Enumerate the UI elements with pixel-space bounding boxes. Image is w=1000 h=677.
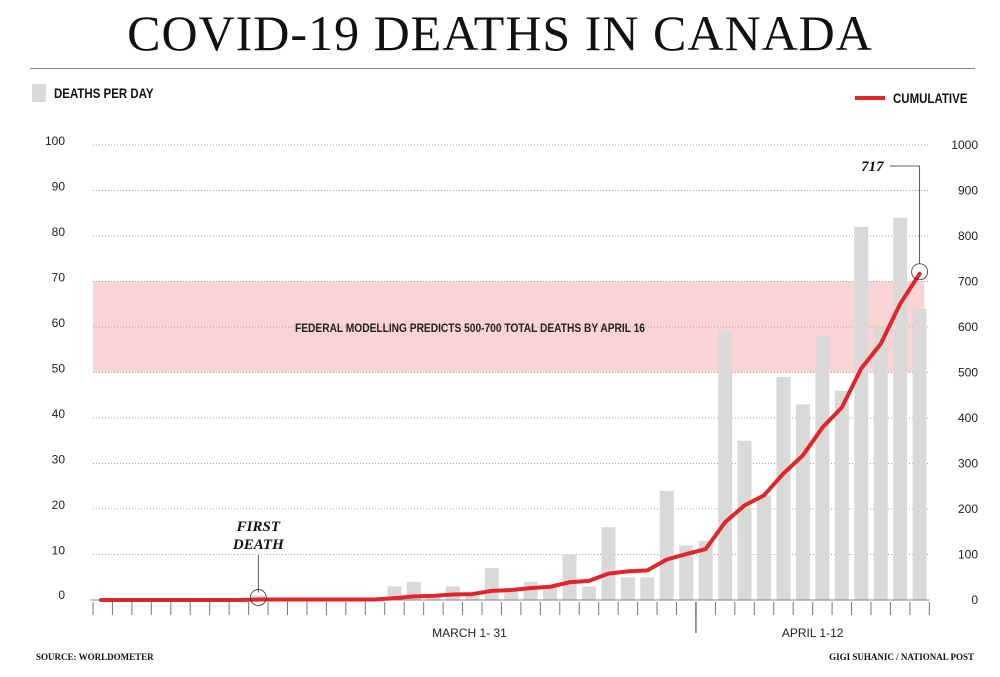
cumulative-line <box>99 271 922 602</box>
prediction-band-label: FEDERAL MODELLING PREDICTS 500-700 TOTAL… <box>295 322 645 335</box>
y-right-tick-label: 700 <box>958 275 978 289</box>
y-right-tick-label: 300 <box>958 457 978 471</box>
bar-deaths-per-day <box>465 595 480 600</box>
first-death-label: DEATH <box>232 537 285 553</box>
legend-bar-swatch <box>32 84 46 102</box>
bar-deaths-per-day <box>873 327 888 600</box>
y-right-tick-label: 200 <box>958 502 978 516</box>
bar-deaths-per-day <box>562 554 577 600</box>
bar-deaths-per-day <box>854 226 869 600</box>
bar-deaths-per-day <box>504 590 519 600</box>
y-left-tick-label: 30 <box>52 453 66 467</box>
y-right-tick-label: 1000 <box>951 138 978 152</box>
y-left-tick-label: 90 <box>52 180 66 194</box>
y-left-tick-label: 0 <box>58 588 65 602</box>
y-left-tick-label: 60 <box>52 316 66 330</box>
bar-deaths-per-day <box>523 581 538 600</box>
legend-deaths-per-day: DEATHS PER DAY <box>32 84 175 102</box>
bar-deaths-per-day <box>620 577 635 600</box>
title-divider <box>30 68 975 69</box>
bar-deaths-per-day <box>795 404 810 600</box>
y-right-tick-label: 400 <box>958 411 978 425</box>
y-left-tick-label: 40 <box>52 407 66 421</box>
legend-cumulative: CUMULATIVE <box>855 90 984 106</box>
bar-deaths-per-day <box>757 495 772 600</box>
y-right-tick-label: 100 <box>958 548 978 562</box>
bar-deaths-per-day <box>543 586 558 600</box>
bar-deaths-per-day <box>679 545 694 600</box>
y-right-tick-label: 500 <box>958 366 978 380</box>
x-group-label: MARCH 1- 31 <box>432 626 507 640</box>
x-group-label: APRIL 1-12 <box>782 626 844 640</box>
latest-total-label: 717 <box>861 159 884 175</box>
latest-total-leader-line <box>889 165 921 264</box>
bar-deaths-per-day <box>834 390 849 600</box>
credit-note: GIGI SUHANIC / NATIONAL POST <box>829 652 974 662</box>
legend-line-swatch <box>855 96 885 100</box>
bar-deaths-per-day <box>776 377 791 600</box>
source-note: SOURCE: WORLDOMETER <box>36 652 154 662</box>
bar-deaths-per-day <box>659 490 674 600</box>
y-right-tick-label: 600 <box>958 320 978 334</box>
bar-deaths-per-day <box>640 577 655 600</box>
bar-deaths-per-day <box>737 440 752 600</box>
bar-deaths-per-day <box>581 586 596 600</box>
y-left-tick-label: 20 <box>52 498 66 512</box>
y-left-tick-label: 100 <box>45 134 65 148</box>
bar-deaths-per-day <box>601 527 616 600</box>
legend-label: CUMULATIVE <box>893 90 968 106</box>
y-left-tick-label: 10 <box>52 544 66 558</box>
legend-label: DEATHS PER DAY <box>54 85 154 101</box>
bar-deaths-per-day <box>484 568 499 600</box>
y-left-tick-label: 70 <box>52 271 66 285</box>
y-left-tick-label: 50 <box>52 362 66 376</box>
y-right-tick-label: 800 <box>958 229 978 243</box>
chart-title: COVID-19 DEATHS IN CANADA <box>127 5 873 61</box>
bar-deaths-per-day <box>893 217 908 601</box>
bar-deaths-per-day <box>718 331 733 600</box>
y-right-tick-label: 0 <box>971 593 978 607</box>
bar-deaths-per-day <box>698 540 713 600</box>
y-left-tick-label: 80 <box>52 225 66 239</box>
first-death-label: FIRST <box>236 519 281 535</box>
first-death-marker <box>249 589 267 606</box>
y-right-tick-label: 900 <box>958 184 978 198</box>
bar-deaths-per-day <box>815 336 830 600</box>
bar-deaths-per-day <box>912 308 927 600</box>
